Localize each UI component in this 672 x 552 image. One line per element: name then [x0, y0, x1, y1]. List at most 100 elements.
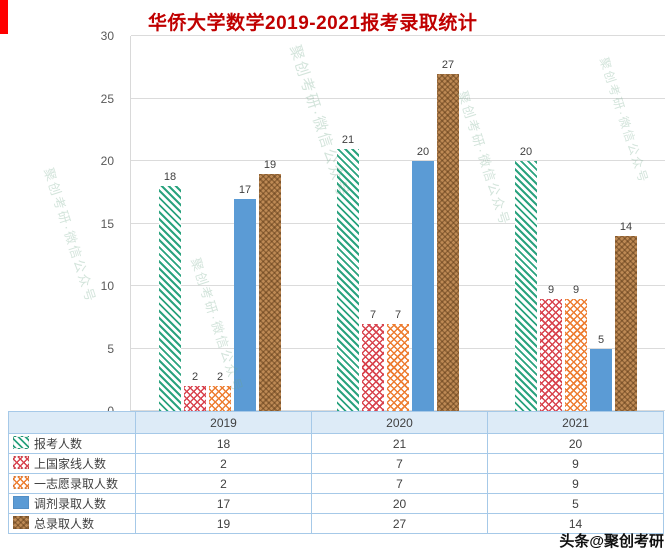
series-label-cell: 总录取人数	[8, 513, 136, 534]
series-label-cell: 报考人数	[8, 433, 136, 454]
bar-wrap: 20	[412, 145, 434, 411]
y-tick-label: 30	[100, 29, 114, 43]
table-value-cell: 17	[135, 493, 312, 514]
bar-value-label: 17	[238, 183, 252, 196]
bar-总录取人数-2019	[259, 173, 281, 411]
y-tick-label: 5	[107, 341, 114, 356]
y-tick-label: 15	[100, 216, 114, 231]
chart-title: 华侨大学数学2019-2021报考录取统计	[148, 13, 478, 34]
accent-stripe	[0, 0, 8, 34]
bar-一志愿录取人数-2020	[387, 323, 409, 411]
bar-上国家线人数-2021	[540, 298, 562, 411]
bar-wrap: 18	[159, 170, 181, 411]
table-value-cell: 19	[135, 513, 312, 534]
series-label: 上国家线人数	[34, 457, 107, 471]
bar-value-label: 14	[619, 221, 633, 233]
series-label: 一志愿录取人数	[34, 477, 119, 491]
bar-调剂录取人数-2021	[590, 348, 612, 411]
table-row: 报考人数 18 21 20	[8, 433, 664, 454]
series-label: 报考人数	[34, 437, 83, 451]
table-value-cell: 14	[487, 513, 664, 534]
bar-调剂录取人数-2020	[412, 161, 434, 411]
table-value-cell: 9	[487, 453, 664, 474]
bar-上国家线人数-2020	[362, 323, 384, 411]
year-header-2021: 2021	[487, 411, 664, 434]
footer-watermark: 头条@聚创考研	[559, 533, 664, 550]
year-header-2020: 2020	[311, 411, 488, 434]
bar-一志愿录取人数-2019	[209, 386, 231, 411]
gridline	[131, 285, 665, 286]
y-tick-label: 10	[100, 279, 114, 293]
bar-group-2021: 20 9 9 5 14	[487, 36, 665, 411]
bar-报考人数-2021	[515, 161, 537, 411]
bar-wrap: 7	[362, 308, 384, 411]
table-corner-cell	[8, 411, 136, 434]
bar-value-label: 27	[441, 58, 455, 71]
table-row: 总录取人数 19 27 14	[8, 513, 664, 534]
bar-wrap: 21	[337, 133, 359, 411]
bar-总录取人数-2020	[437, 73, 459, 411]
gridline	[131, 160, 665, 161]
bar-wrap: 14	[615, 220, 637, 411]
table-value-cell: 2	[135, 473, 312, 494]
bar-wrap: 9	[565, 283, 587, 411]
bar-value-label: 2	[191, 371, 199, 383]
bar-wrap: 17	[234, 183, 256, 411]
bar-调剂录取人数-2019	[234, 198, 256, 411]
bar-wrap: 2	[184, 370, 206, 411]
bar-wrap: 2	[209, 370, 231, 411]
series-label-cell: 调剂录取人数	[8, 493, 136, 514]
year-header-2019: 2019	[135, 411, 312, 434]
bar-wrap: 7	[387, 308, 409, 411]
table-value-cell: 7	[311, 473, 488, 494]
bar-value-label: 21	[341, 133, 355, 146]
bar-group-2020: 21 7 7 20 27	[309, 36, 487, 411]
data-table: 2019 2020 2021 报考人数 18 21 20 上国家线人数 2 7 9 一志愿录取人数 2 7…	[8, 411, 664, 534]
plot-area: 18 2 2 17 19 21 7 7 20 27 20 9 9 5 14	[130, 35, 665, 411]
bar-总录取人数-2021	[615, 236, 637, 411]
series-label: 总录取人数	[34, 517, 95, 531]
bar-wrap: 5	[590, 333, 612, 411]
table-row: 一志愿录取人数 2 7 9	[8, 473, 664, 494]
table-value-cell: 9	[487, 473, 664, 494]
bar-value-label: 7	[369, 308, 377, 321]
y-axis: 051015202530	[0, 29, 122, 418]
bar-value-label: 20	[519, 146, 533, 158]
table-value-cell: 7	[311, 453, 488, 474]
table-row: 上国家线人数 2 7 9	[8, 453, 664, 474]
table-row: 调剂录取人数 17 20 5	[8, 493, 664, 514]
table-value-cell: 18	[135, 433, 312, 454]
bar-wrap: 9	[540, 283, 562, 411]
legend-swatch	[13, 476, 29, 489]
bar-报考人数-2020	[337, 148, 359, 411]
bar-group-2019: 18 2 2 17 19	[131, 36, 309, 411]
bar-value-label: 9	[572, 283, 580, 296]
bar-value-label: 19	[263, 158, 277, 171]
table-value-cell: 20	[487, 433, 664, 454]
table-value-cell: 2	[135, 453, 312, 474]
bar-wrap: 19	[259, 158, 281, 411]
bar-报考人数-2019	[159, 186, 181, 411]
bar-value-label: 5	[597, 333, 605, 346]
bar-wrap: 20	[515, 145, 537, 411]
legend-swatch	[13, 456, 29, 469]
y-tick-label: 25	[100, 91, 114, 106]
y-tick-label: 20	[100, 154, 114, 168]
gridline	[131, 97, 665, 99]
bar-value-label: 20	[416, 146, 430, 158]
table-value-cell: 21	[311, 433, 488, 454]
legend-swatch	[13, 496, 29, 509]
legend-swatch	[13, 436, 29, 449]
bar-一志愿录取人数-2021	[565, 298, 587, 411]
legend-swatch	[13, 516, 29, 529]
bar-value-label: 2	[216, 371, 224, 383]
bar-value-label: 9	[547, 283, 555, 296]
gridline	[131, 222, 665, 224]
bar-value-label: 18	[163, 171, 177, 183]
series-label-cell: 一志愿录取人数	[8, 473, 136, 494]
table-value-cell: 27	[311, 513, 488, 534]
table-value-cell: 5	[487, 493, 664, 514]
bar-value-label: 7	[394, 308, 402, 321]
bar-wrap: 27	[437, 58, 459, 411]
